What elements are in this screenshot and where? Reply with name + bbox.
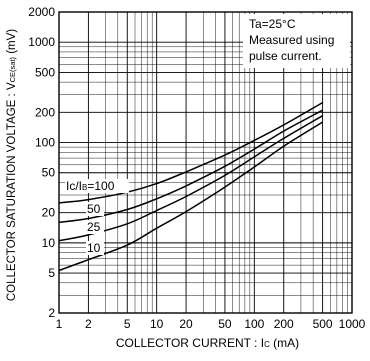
y-axis-label: COLLECTOR SATURATION VOLTAGE : VCE(sat) … [6, 29, 18, 301]
condition-line-current: pulse current. [249, 49, 322, 63]
series-label-ratio-100: Ic/IB=100 [66, 179, 115, 193]
x-tick-label: 50 [218, 317, 232, 331]
y-tick-label: 200 [35, 105, 55, 119]
y-tick-label: 5 [48, 266, 55, 280]
y-tick-label: 100 [35, 136, 55, 150]
condition-line-temperature: Ta=25°C [249, 17, 296, 31]
x-tick-label: 100 [244, 317, 264, 331]
grid [59, 12, 352, 313]
x-tick-label: 1000 [339, 317, 366, 331]
x-tick-label: 1 [56, 317, 63, 331]
series-line [58, 101, 323, 204]
series-line [58, 109, 323, 224]
x-tick-label: 200 [274, 317, 294, 331]
x-tick-label: 2 [85, 317, 92, 331]
y-tick-label: 20 [42, 206, 56, 220]
y-tick-label: 1000 [28, 35, 55, 49]
series-label-background [86, 202, 104, 216]
x-tick-label: 5 [124, 317, 131, 331]
y-tick-labels: 2 5 10 20 50 100 200 500 1000 2000 [28, 5, 55, 320]
x-tick-label: 10 [150, 317, 164, 331]
series-line [58, 121, 323, 272]
y-tick-label: 10 [42, 236, 56, 250]
y-tick-label: 500 [35, 65, 55, 79]
condition-annotation: Ta=25°C Measured using pulse current. [243, 14, 350, 68]
series-label-background [86, 220, 104, 234]
plot-border [58, 11, 353, 314]
series-label-ratio-10: 10 [87, 241, 101, 255]
series-label-background [86, 241, 104, 255]
x-tick-label: 20 [179, 317, 193, 331]
condition-line-method: Measured using [249, 33, 334, 47]
y-tick-label: 2 [48, 306, 55, 320]
x-tick-label: 500 [313, 317, 333, 331]
condition-box [243, 14, 350, 68]
plot-frame [58, 11, 353, 314]
series-label-ratio-50: 50 [87, 202, 101, 216]
y-tick-label: 50 [42, 166, 56, 180]
series-label-background [65, 179, 129, 193]
series-labels: Ic/IB=100 50 25 10 [65, 179, 129, 255]
x-tick-labels: 1 2 5 10 20 50 100 200 500 1000 [56, 317, 366, 331]
x-axis-label: COLLECTOR CURRENT : IC (mA) [116, 336, 299, 350]
y-tick-label: 2000 [28, 5, 55, 19]
series-label-ratio-25: 25 [87, 220, 101, 234]
